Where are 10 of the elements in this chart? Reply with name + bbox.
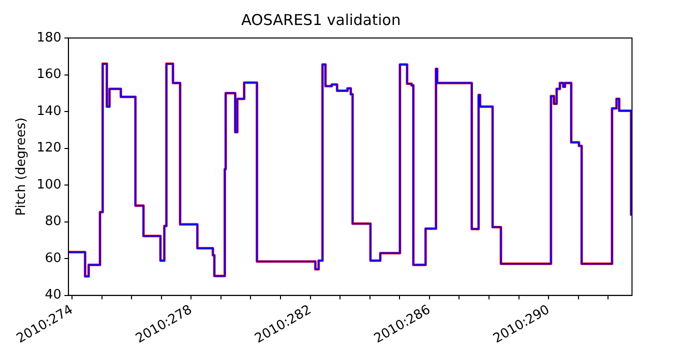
y-tick-label: 160: [36, 67, 62, 82]
y-tick-label: 140: [36, 104, 62, 119]
y-tick-label: 60: [44, 250, 62, 266]
y-tick-label: 80: [44, 214, 62, 230]
y-tick-label: 180: [36, 30, 62, 46]
y-axis-title: Pitch (degrees): [14, 118, 30, 216]
y-tick-label: 40: [44, 288, 62, 303]
chart-title: AOSARES1 validation: [241, 10, 401, 29]
y-tick-label: 100: [36, 177, 62, 192]
y-tick-label: 120: [36, 140, 62, 156]
